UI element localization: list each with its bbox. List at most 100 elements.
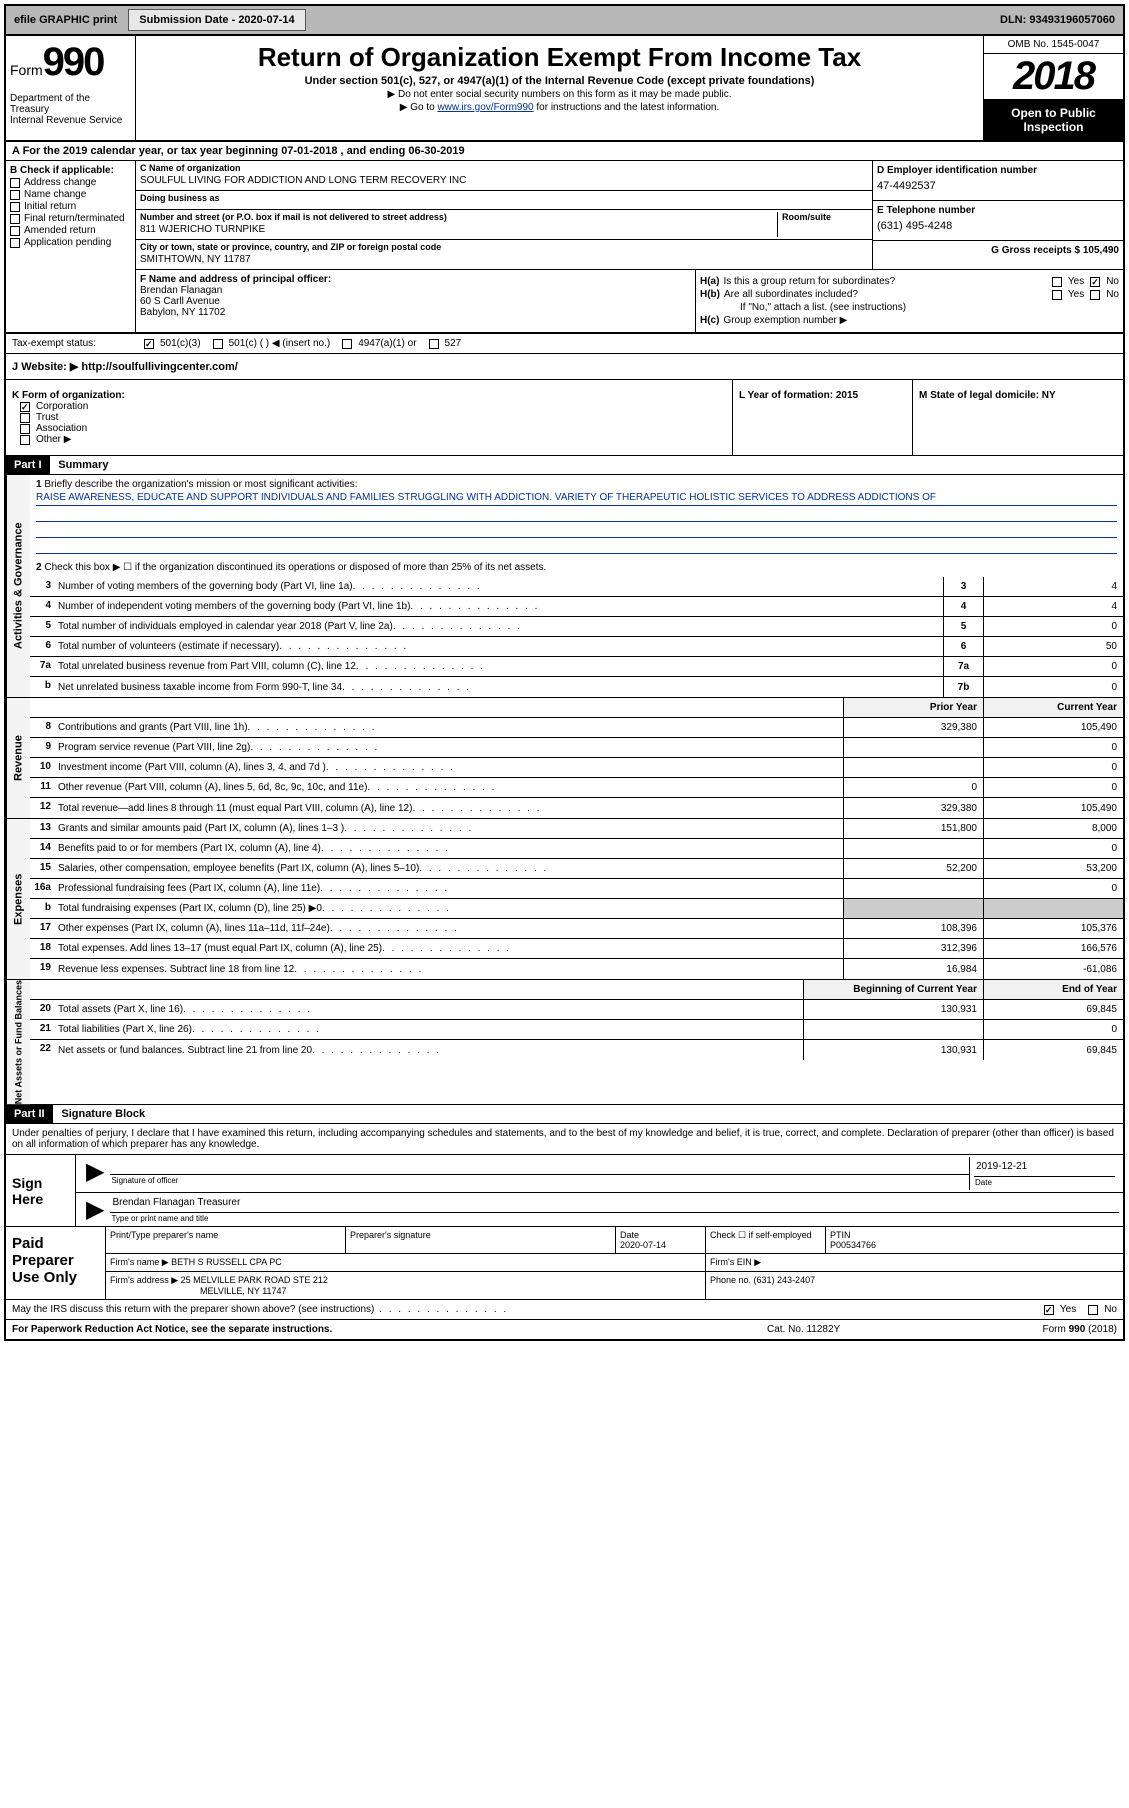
- tax-opt2: 501(c) ( ) ◀ (insert no.): [229, 338, 331, 349]
- header-mid: Return of Organization Exempt From Incom…: [136, 36, 983, 140]
- preparer-block: Paid Preparer Use Only Print/Type prepar…: [6, 1227, 1123, 1300]
- dln-label: DLN: 93493196057060: [992, 10, 1123, 30]
- ha-text: Is this a group return for subordinates?: [723, 276, 895, 287]
- g-label: G Gross receipts $ 105,490: [877, 245, 1119, 256]
- submission-date-btn[interactable]: Submission Date - 2020-07-14: [128, 9, 305, 31]
- chk-501c3[interactable]: [144, 339, 154, 349]
- header: Form990 Department of the Treasury Inter…: [6, 36, 1123, 142]
- form990-link[interactable]: www.irs.gov/Form990: [437, 102, 533, 113]
- k-assoc-chk[interactable]: [20, 424, 30, 434]
- row-value: 0: [983, 677, 1123, 697]
- omb-number: OMB No. 1545-0047: [984, 36, 1123, 54]
- row-box: 7a: [943, 657, 983, 676]
- net-assets-section: Net Assets or Fund Balances Beginning of…: [6, 980, 1123, 1105]
- row-text: Total liabilities (Part X, line 26): [54, 1020, 803, 1039]
- chk-initial[interactable]: [10, 202, 20, 212]
- j-label: J: [12, 361, 18, 373]
- q2-label: 2: [36, 562, 42, 573]
- discuss-no-chk[interactable]: [1088, 1305, 1098, 1315]
- ha-yes-chk[interactable]: [1052, 277, 1062, 287]
- d-value: 47-4492537: [877, 176, 1119, 196]
- current-year-value: 0: [983, 778, 1123, 797]
- footer-mid: Cat. No. 11282Y: [767, 1324, 967, 1335]
- table-row: 16a Professional fundraising fees (Part …: [30, 879, 1123, 899]
- note-2: ▶ Go to www.irs.gov/Form990 for instruct…: [144, 102, 975, 113]
- d-label: D Employer identification number: [877, 165, 1119, 176]
- row-text: Total number of volunteers (estimate if …: [54, 637, 943, 656]
- prior-year-value: [843, 839, 983, 858]
- chk-527[interactable]: [429, 339, 439, 349]
- hb-no-chk[interactable]: [1090, 290, 1100, 300]
- row-value: 4: [983, 577, 1123, 596]
- k-opt2: Association: [36, 423, 87, 434]
- mission-line-4: [36, 538, 1117, 554]
- chk-address[interactable]: [10, 178, 20, 188]
- k-trust-chk[interactable]: [20, 413, 30, 423]
- row-value: 0: [983, 657, 1123, 676]
- b-item-5: Application pending: [24, 237, 111, 248]
- note2-post: for instructions and the latest informat…: [534, 102, 720, 113]
- ha-yes: Yes: [1068, 276, 1084, 287]
- section-f: F Name and address of principal officer:…: [136, 270, 696, 332]
- k-other-chk[interactable]: [20, 435, 30, 445]
- discuss-yes-chk[interactable]: [1044, 1305, 1054, 1315]
- table-row: 4 Number of independent voting members o…: [30, 597, 1123, 617]
- row-num: 5: [30, 617, 54, 636]
- table-row: 14 Benefits paid to or for members (Part…: [30, 839, 1123, 859]
- chk-pending[interactable]: [10, 238, 20, 248]
- row-value: 0: [983, 617, 1123, 636]
- footer-right: Form 990 (2018): [967, 1324, 1117, 1335]
- form-prefix: Form: [10, 62, 43, 78]
- row-box: 3: [943, 577, 983, 596]
- row-num: 9: [30, 738, 54, 757]
- chk-amended[interactable]: [10, 226, 20, 236]
- prior-year-value: 0: [843, 778, 983, 797]
- current-year-value: 0: [983, 839, 1123, 858]
- row-text: Total expenses. Add lines 13–17 (must eq…: [54, 939, 843, 958]
- footer-left: For Paperwork Reduction Act Notice, see …: [12, 1324, 767, 1335]
- current-year-value: 8,000: [983, 819, 1123, 838]
- sidebar-na: Net Assets or Fund Balances: [6, 980, 30, 1104]
- row-box: 5: [943, 617, 983, 636]
- officer-sig-label: Signature of officer: [110, 1175, 969, 1186]
- chk-501c[interactable]: [213, 339, 223, 349]
- chk-4947[interactable]: [342, 339, 352, 349]
- table-row: 7a Total unrelated business revenue from…: [30, 657, 1123, 677]
- j-text: Website: ▶: [21, 361, 78, 373]
- part1-header-row: Part I Summary: [6, 456, 1123, 475]
- section-h: H(a) Is this a group return for subordin…: [696, 270, 1123, 332]
- c-room-label: Room/suite: [782, 212, 868, 222]
- k-corp-chk[interactable]: [20, 402, 30, 412]
- m-label: M State of legal domicile: NY: [919, 390, 1056, 401]
- mission-line-3: [36, 522, 1117, 538]
- row-klm: K Form of organization: Corporation Trus…: [6, 380, 1123, 456]
- ha-no-chk[interactable]: [1090, 277, 1100, 287]
- preparer-label: Paid Preparer Use Only: [6, 1227, 106, 1299]
- chk-name[interactable]: [10, 190, 20, 200]
- current-year-value: 0: [983, 879, 1123, 898]
- row-num: 19: [30, 959, 54, 979]
- f-label: F Name and address of principal officer:: [140, 274, 691, 285]
- officer-sig-line[interactable]: [110, 1157, 969, 1175]
- prior-year-value: 312,396: [843, 939, 983, 958]
- b-item-0: Address change: [24, 177, 96, 188]
- current-year-value: 105,376: [983, 919, 1123, 938]
- sig-arrow-2: ▶: [80, 1195, 110, 1224]
- c-name-value: SOULFUL LIVING FOR ADDICTION AND LONG TE…: [140, 173, 868, 188]
- topbar: efile GRAPHIC print Submission Date - 20…: [6, 6, 1123, 36]
- table-row: 15 Salaries, other compensation, employe…: [30, 859, 1123, 879]
- ptin-label: PTIN: [830, 1230, 1119, 1240]
- chk-final[interactable]: [10, 214, 20, 224]
- b-item-3: Final return/terminated: [24, 213, 125, 224]
- sign-here-label: Sign Here: [6, 1155, 76, 1226]
- prior-year-value: 130,931: [803, 1040, 983, 1060]
- q1-text: Briefly describe the organization's miss…: [44, 479, 357, 490]
- discuss-no: No: [1104, 1304, 1117, 1315]
- prior-year-value: [843, 879, 983, 898]
- row-value: 4: [983, 597, 1123, 616]
- discuss-text: May the IRS discuss this return with the…: [12, 1304, 1032, 1315]
- prior-year-value: 130,931: [803, 1000, 983, 1019]
- current-year-value: -61,086: [983, 959, 1123, 979]
- current-year-value: 166,576: [983, 939, 1123, 958]
- hb-yes-chk[interactable]: [1052, 290, 1062, 300]
